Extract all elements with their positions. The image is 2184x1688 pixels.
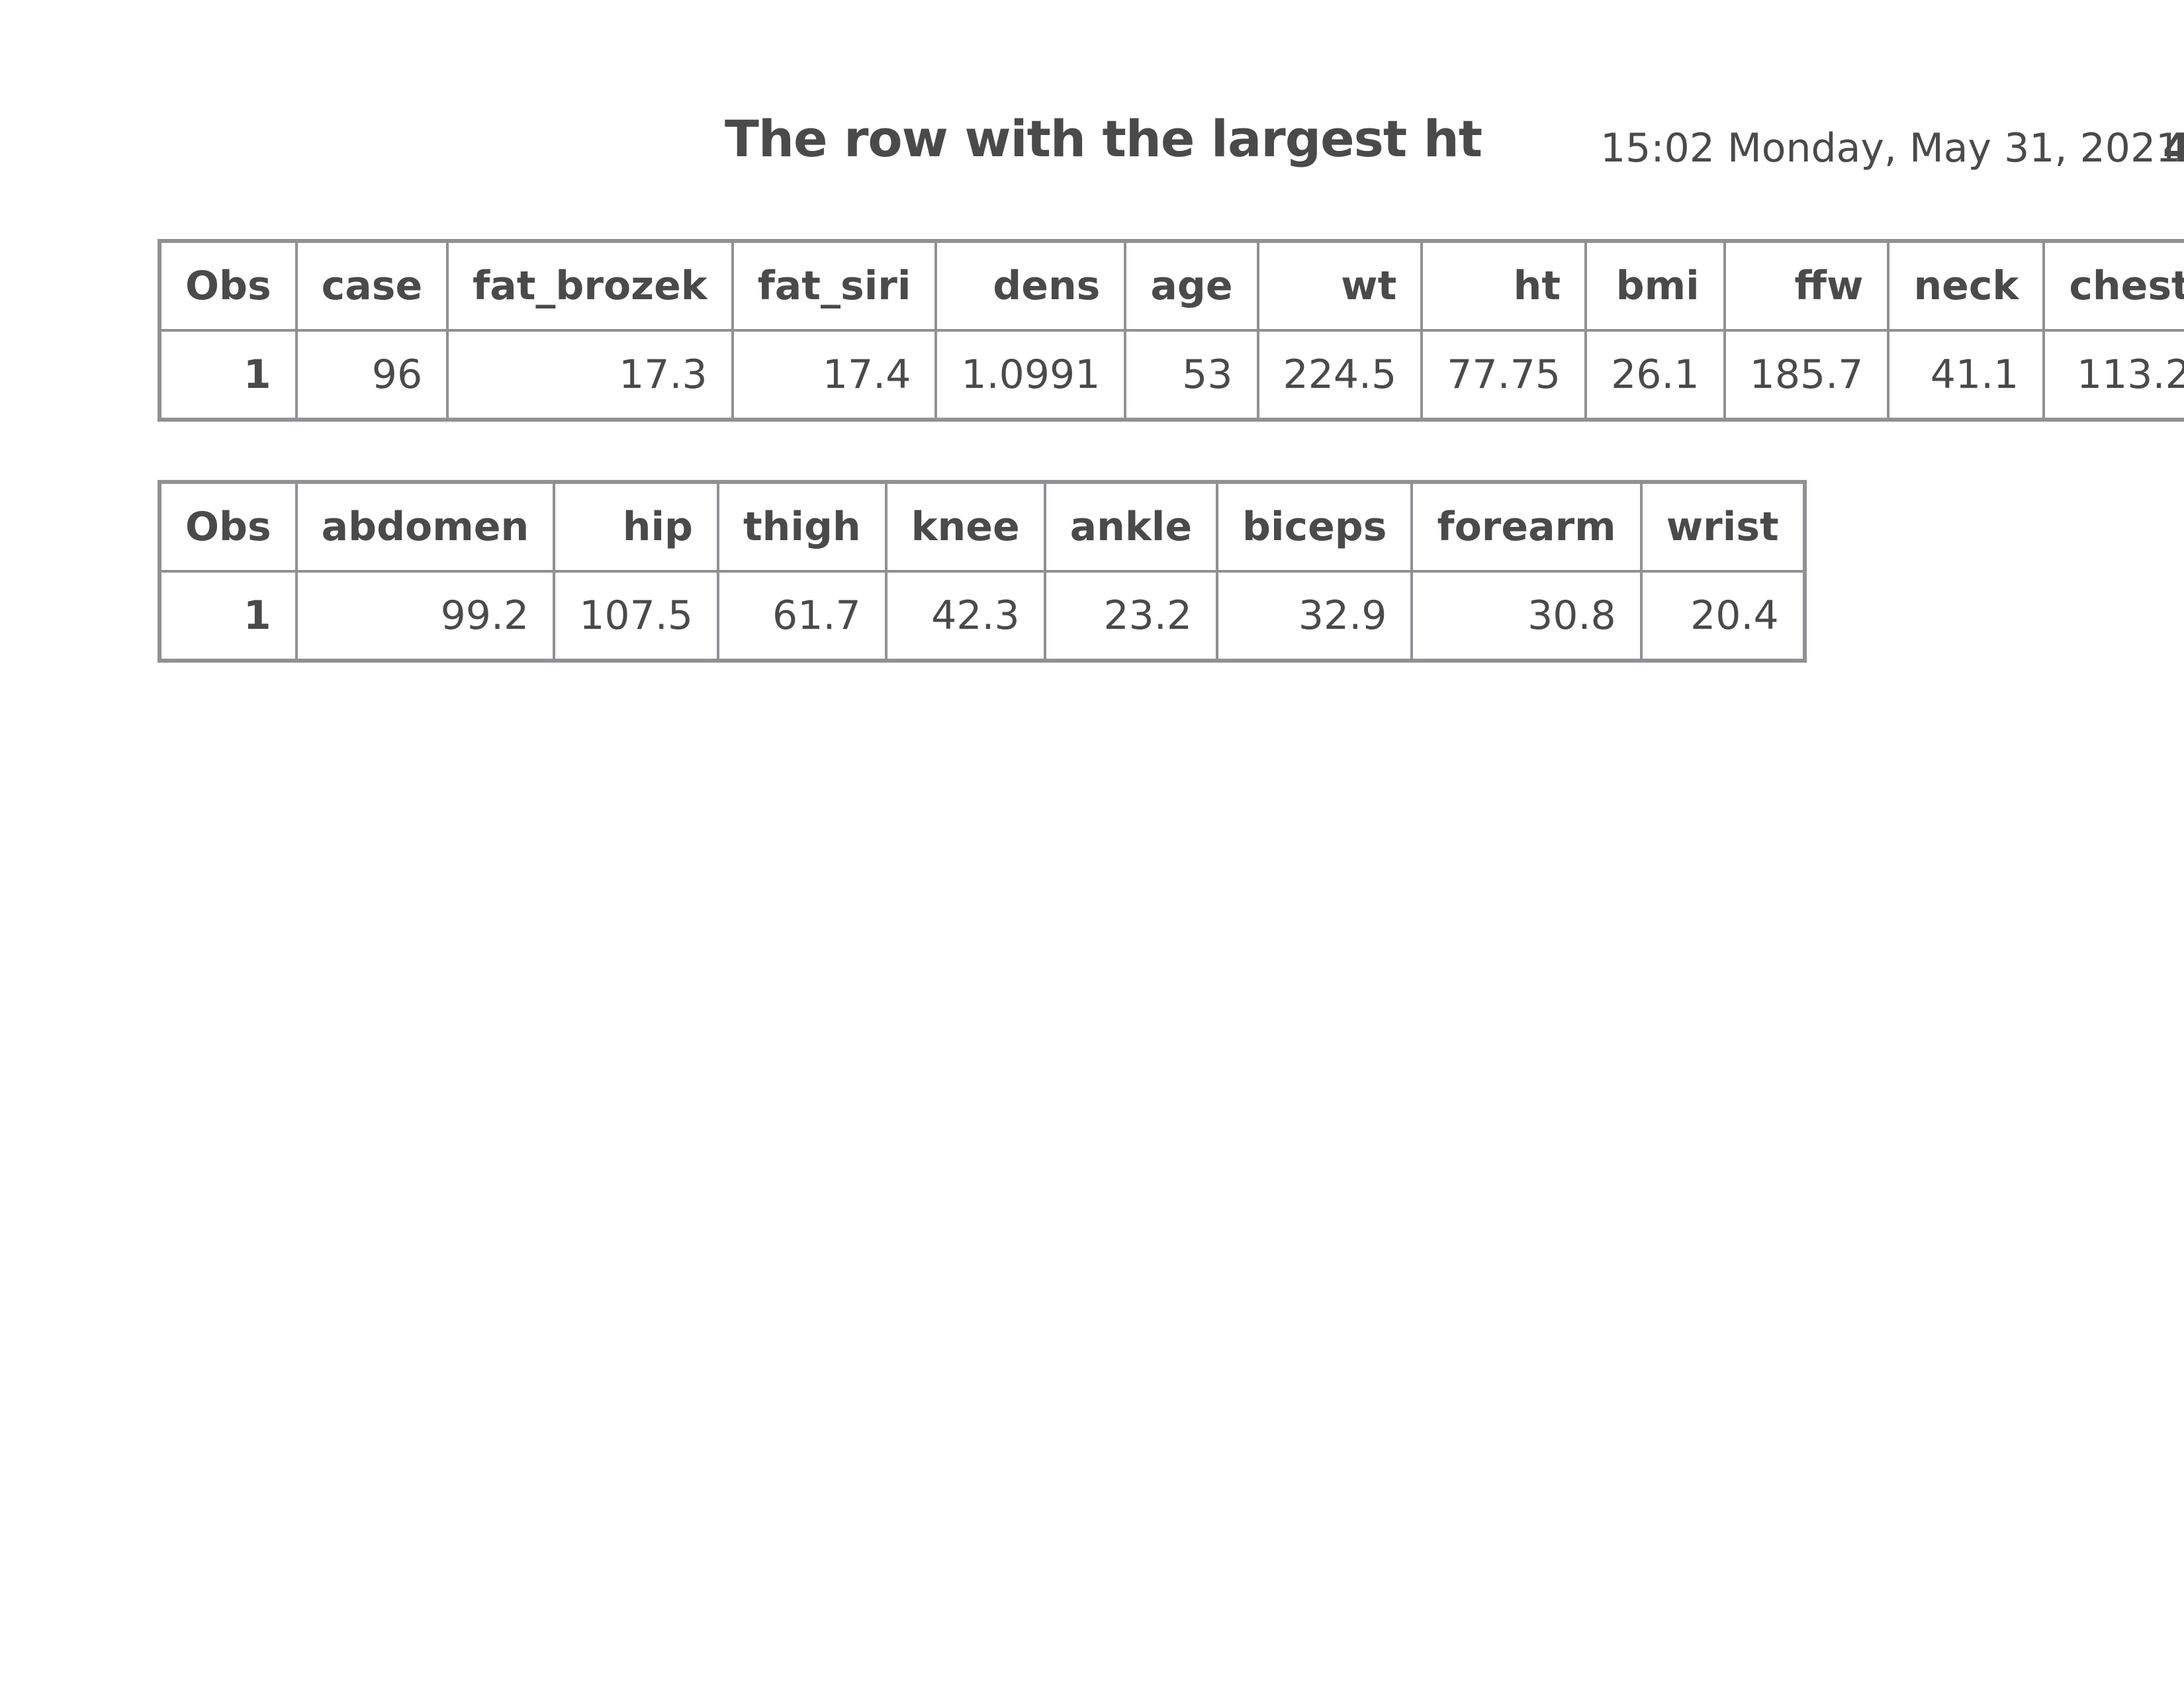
table-header-row: Obs case fat_brozek fat_siri dens age wt… [158, 240, 2184, 332]
table-header-row: Obs abdomen hip thigh knee ankle biceps … [158, 481, 1806, 573]
column-header-age: age [1124, 240, 1259, 332]
cell-thigh: 61.7 [717, 570, 887, 662]
data-table-1: Obs case fat_brozek fat_siri dens age wt… [158, 239, 2184, 422]
cell-knee: 42.3 [884, 570, 1046, 662]
cell-ht: 77.75 [1420, 329, 1588, 421]
column-header-wt: wt [1256, 240, 1424, 332]
cell-dens: 1.0991 [934, 329, 1127, 421]
column-header-ffw: ffw [1723, 240, 1890, 332]
cell-ankle: 23.2 [1043, 570, 1219, 662]
column-header-bmi: bmi [1584, 240, 1726, 332]
table-row: 1 99.2 107.5 61.7 42.3 23.2 32.9 30.8 20… [158, 570, 1806, 662]
column-header-ht: ht [1420, 240, 1588, 332]
column-header-abdomen: abdomen [295, 481, 556, 573]
data-table-2: Obs abdomen hip thigh knee ankle biceps … [158, 480, 1807, 663]
cell-chest: 113.2 [2042, 329, 2184, 421]
column-header-obs: Obs [158, 481, 298, 573]
cell-bmi: 26.1 [1584, 329, 1726, 421]
cell-case: 96 [295, 329, 449, 421]
column-header-chest: chest [2042, 240, 2184, 332]
column-header-fat-siri: fat_siri [731, 240, 938, 332]
report-datestamp: 15:02 Monday, May 31, 2021 [1600, 125, 2181, 171]
cell-obs: 1 [158, 570, 298, 662]
column-header-wrist: wrist [1639, 481, 1806, 573]
cell-fat-brozek: 17.3 [446, 329, 734, 421]
column-header-biceps: biceps [1216, 481, 1414, 573]
report-title: The row with the largest ht [725, 109, 1482, 168]
cell-abdomen: 99.2 [295, 570, 556, 662]
table-row: 1 96 17.3 17.4 1.0991 53 224.5 77.75 26.… [158, 329, 2184, 421]
column-header-hip: hip [553, 481, 719, 573]
cell-forearm: 30.8 [1410, 570, 1643, 662]
column-header-obs: Obs [158, 240, 298, 332]
column-header-neck: neck [1887, 240, 2046, 332]
cell-hip: 107.5 [553, 570, 719, 662]
cell-wrist: 20.4 [1639, 570, 1806, 662]
cell-neck: 41.1 [1887, 329, 2046, 421]
column-header-knee: knee [884, 481, 1046, 573]
cell-age: 53 [1124, 329, 1259, 421]
column-header-forearm: forearm [1410, 481, 1643, 573]
cell-ffw: 185.7 [1723, 329, 1890, 421]
column-header-dens: dens [934, 240, 1127, 332]
cell-wt: 224.5 [1256, 329, 1424, 421]
column-header-fat-brozek: fat_brozek [446, 240, 734, 332]
cell-fat-siri: 17.4 [731, 329, 938, 421]
cell-biceps: 32.9 [1216, 570, 1414, 662]
column-header-ankle: ankle [1043, 481, 1219, 573]
column-header-thigh: thigh [717, 481, 887, 573]
column-header-case: case [295, 240, 449, 332]
cell-obs: 1 [158, 329, 298, 421]
page-number: 4 [2163, 125, 2184, 171]
